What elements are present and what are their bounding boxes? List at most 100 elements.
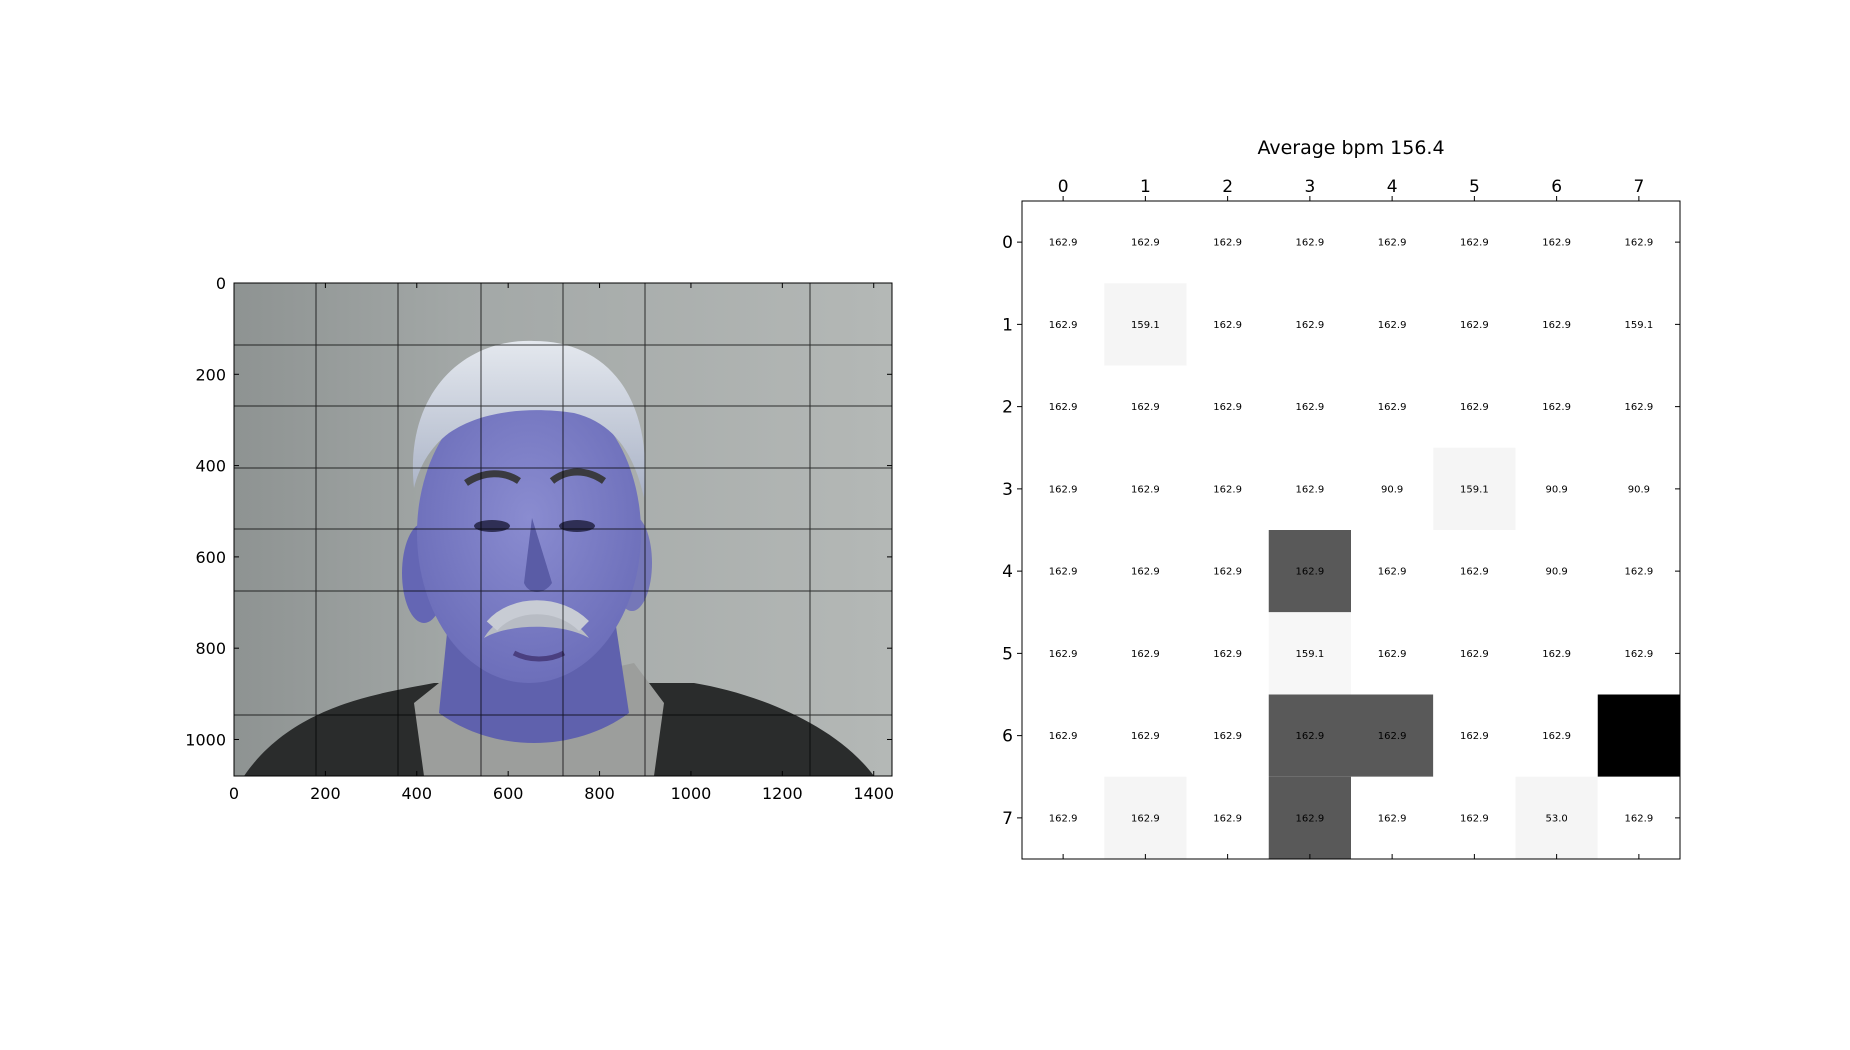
image-x-tick-label: 1000 — [671, 784, 712, 803]
heatmap-cell-label: 162.9 — [1542, 238, 1571, 249]
heatmap-y-axis: 0 1 2 3 4 5 6 7 — [1002, 233, 1680, 829]
image-panel: 0 200 400 600 800 1000 1200 1400 0 200 400 600 800 1… — [185, 274, 894, 803]
image-x-tick-label: 1400 — [853, 784, 894, 803]
heatmap-cell — [1515, 201, 1598, 284]
heatmap-cell — [1515, 612, 1598, 695]
heatmap-x-tick-label: 3 — [1304, 177, 1315, 197]
image-grid — [234, 283, 892, 776]
heatmap-cell — [1104, 694, 1187, 777]
heatmap-cell — [1268, 201, 1351, 284]
heatmap-cell-label: 159.1 — [1625, 320, 1654, 331]
heatmap-y-tick-label: 4 — [1002, 562, 1013, 582]
heatmap-y-tick-label: 1 — [1002, 315, 1013, 335]
heatmap-cell-label: 162.9 — [1542, 731, 1571, 742]
heatmap-cell — [1433, 365, 1516, 448]
heatmap-cell-label: 159.1 — [1296, 649, 1325, 660]
heatmap-cell — [1104, 201, 1187, 284]
heatmap-cell-label: 162.9 — [1460, 238, 1489, 249]
heatmap-cell-label: 162.9 — [1049, 649, 1078, 660]
heatmap-cell-label: 162.9 — [1131, 238, 1160, 249]
heatmap-cell — [1022, 283, 1105, 366]
heatmap-cell — [1351, 612, 1434, 695]
heatmap-cell-label: 162.9 — [1460, 813, 1489, 824]
heatmap-cell — [1433, 530, 1516, 613]
heatmap-cell-label: 162.9 — [1296, 813, 1325, 824]
heatmap-cell — [1597, 776, 1680, 859]
heatmap-cell-label: 162.9 — [1296, 402, 1325, 413]
heatmap-title: Average bpm 156.4 — [1257, 137, 1444, 159]
heatmap-cell — [1351, 694, 1434, 777]
heatmap-cell — [1597, 283, 1680, 366]
heatmap-x-tick-label: 5 — [1469, 177, 1480, 197]
heatmap-cell — [1268, 283, 1351, 366]
heatmap-cell — [1515, 776, 1598, 859]
image-y-tick-label: 600 — [195, 548, 226, 567]
heatmap-x-tick-label: 0 — [1058, 177, 1069, 197]
heatmap-frame — [1021, 200, 1681, 860]
heatmap-cell — [1186, 694, 1269, 777]
heatmap-cell-label: 159.1 — [1131, 320, 1160, 331]
image-x-tick-label: 800 — [584, 784, 615, 803]
heatmap-cell-label: 162.9 — [1625, 238, 1654, 249]
heatmap-cell — [1022, 694, 1105, 777]
heatmap-cell — [1186, 365, 1269, 448]
heatmap-cell — [1433, 694, 1516, 777]
image-y-tick-label: 0 — [216, 274, 226, 293]
heatmap-cell-label: 162.9 — [1049, 238, 1078, 249]
heatmap-cell — [1104, 530, 1187, 613]
heatmap-cell — [1515, 283, 1598, 366]
heatmap-cell — [1351, 530, 1434, 613]
heatmap-cell-label: 162.9 — [1625, 649, 1654, 660]
heatmap-cell — [1433, 201, 1516, 284]
heatmap-x-tick-label: 2 — [1222, 177, 1233, 197]
heatmap-cell-label: 162.9 — [1378, 567, 1407, 578]
heatmap-cell — [1022, 776, 1105, 859]
heatmap-cell-label: 162.9 — [1131, 402, 1160, 413]
heatmap-cell-label: 162.9 — [1049, 320, 1078, 331]
heatmap-cell — [1186, 530, 1269, 613]
heatmap-cell-label: 162.9 — [1131, 567, 1160, 578]
heatmap-cell-label: 162.9 — [1542, 649, 1571, 660]
heatmap-cell — [1186, 612, 1269, 695]
heatmap-cell — [1433, 447, 1516, 530]
heatmap-cell — [1515, 694, 1598, 777]
heatmap-cell — [1186, 283, 1269, 366]
heatmap-cell-label: 53.0 — [1545, 813, 1567, 824]
image-x-axis: 0 200 400 600 800 1000 1200 1400 — [229, 283, 894, 803]
heatmap-cell-label: 162.9 — [1625, 567, 1654, 578]
heatmap-cell-label: 90.9 — [1545, 484, 1567, 495]
heatmap-cell-label: 162.9 — [1049, 484, 1078, 495]
heatmap-cell — [1268, 447, 1351, 530]
heatmap-cell-label: 162.9 — [1049, 731, 1078, 742]
heatmap-cell — [1597, 530, 1680, 613]
heatmap-cell — [1104, 776, 1187, 859]
heatmap-cell — [1433, 283, 1516, 366]
heatmap-cell-label: 162.9 — [1296, 484, 1325, 495]
heatmap-y-tick-label: 2 — [1002, 398, 1013, 418]
heatmap-cell-label: 162.9 — [1378, 402, 1407, 413]
heatmap-cell-label: 162.9 — [1378, 813, 1407, 824]
heatmap-cell — [1186, 447, 1269, 530]
heatmap-cell-label: 162.9 — [1213, 731, 1242, 742]
heatmap-y-tick-label: 6 — [1002, 727, 1013, 747]
heatmap-cell-label: 162.9 — [1625, 813, 1654, 824]
heatmap-cell — [1104, 447, 1187, 530]
heatmap-x-tick-label: 1 — [1140, 177, 1151, 197]
heatmap-cell-label: 90.9 — [1628, 484, 1650, 495]
image-y-tick-label: 200 — [195, 365, 226, 384]
heatmap-cell — [1351, 283, 1434, 366]
heatmap-cell — [1186, 201, 1269, 284]
heatmap-cell — [1433, 612, 1516, 695]
heatmap-cell — [1515, 530, 1598, 613]
image-x-tick-label: 0 — [229, 784, 239, 803]
photo — [234, 283, 892, 776]
heatmap-cell-label: 162.9 — [1213, 649, 1242, 660]
heatmap-cell-label: 162.9 — [1625, 402, 1654, 413]
heatmap-cell — [1268, 612, 1351, 695]
image-y-tick-label: 800 — [195, 639, 226, 658]
heatmap-cell-label: 162.9 — [1131, 649, 1160, 660]
heatmap-cell — [1597, 694, 1680, 777]
image-x-tick-label: 400 — [402, 784, 433, 803]
heatmap-cell — [1433, 776, 1516, 859]
image-y-tick-label: 1000 — [185, 730, 226, 749]
